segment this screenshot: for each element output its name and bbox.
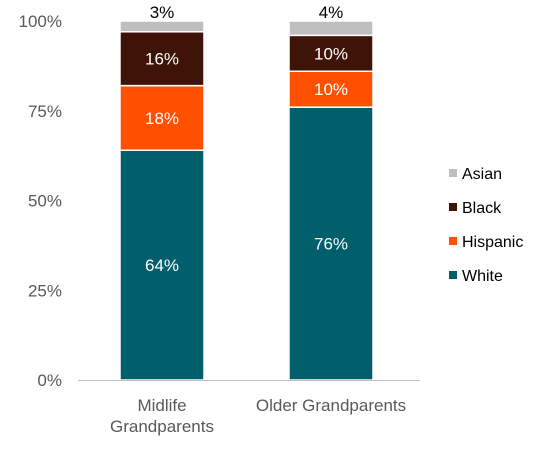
bar-stack-midlife-grandparents: 64% 18% 16% 3% bbox=[119, 3, 205, 381]
data-label-black-2: 10% bbox=[314, 44, 348, 63]
legend-item-black: Black bbox=[449, 200, 502, 217]
legend-item-asian: Asian bbox=[449, 166, 502, 183]
y-tick-label-100: 100% bbox=[19, 12, 62, 31]
data-label-hispanic-1: 18% bbox=[145, 109, 179, 128]
x-category-label-2-line-1: Older Grandparents bbox=[256, 396, 406, 415]
legend-label-white: White bbox=[462, 268, 503, 285]
legend-swatch-black bbox=[449, 203, 457, 211]
y-tick-label-50: 50% bbox=[28, 192, 62, 211]
y-axis: 0% 25% 50% 75% 100% bbox=[19, 12, 62, 390]
bar-segment-hispanic-2 bbox=[288, 70, 374, 108]
data-label-asian-2: 4% bbox=[319, 3, 344, 22]
legend-swatch-hispanic bbox=[449, 237, 457, 245]
data-label-black-1: 16% bbox=[145, 50, 179, 69]
bar-segment-asian-1 bbox=[119, 20, 205, 33]
data-label-asian-1: 3% bbox=[150, 3, 175, 22]
legend-swatch-white bbox=[449, 271, 457, 279]
legend-item-white: White bbox=[449, 268, 503, 285]
legend-swatch-asian bbox=[449, 169, 457, 177]
bar-segment-white-1 bbox=[119, 149, 205, 381]
bar-segment-black-2 bbox=[288, 34, 374, 73]
legend-item-hispanic: Hispanic bbox=[449, 234, 523, 251]
legend-label-hispanic: Hispanic bbox=[462, 234, 523, 251]
data-label-hispanic-2: 10% bbox=[314, 80, 348, 99]
bar-stack-older-grandparents: 76% 10% 10% 4% bbox=[288, 3, 374, 381]
bar-segment-hispanic-1 bbox=[119, 84, 205, 151]
y-tick-label-25: 25% bbox=[28, 281, 62, 300]
y-tick-label-0: 0% bbox=[37, 371, 62, 390]
data-label-white-2: 76% bbox=[314, 235, 348, 254]
x-axis: Midlife Grandparents Older Grandparents bbox=[78, 380, 420, 436]
bars: 64% 18% 16% 3% 76% 10% 10% 4% bbox=[119, 3, 374, 381]
y-tick-label-75: 75% bbox=[28, 102, 62, 121]
legend-label-asian: Asian bbox=[462, 166, 502, 183]
x-category-label-1-line-2: Grandparents bbox=[110, 417, 214, 436]
data-label-white-1: 64% bbox=[145, 256, 179, 275]
x-category-label-1-line-1: Midlife bbox=[137, 396, 186, 415]
bar-segment-white-2 bbox=[288, 106, 374, 381]
legend: Asian Black Hispanic White bbox=[449, 166, 523, 285]
bar-segment-asian-2 bbox=[288, 20, 374, 37]
legend-label-black: Black bbox=[462, 200, 502, 217]
